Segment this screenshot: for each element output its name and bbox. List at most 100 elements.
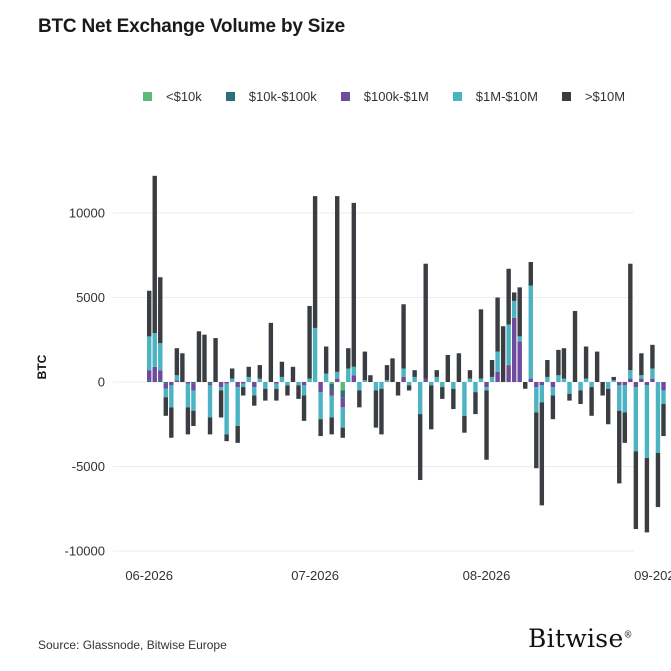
bar-stack: [207, 382, 213, 435]
bar-stack: [346, 348, 351, 382]
bar-segment: [628, 370, 633, 379]
bar-segment: [605, 388, 611, 425]
bar-stack: [605, 382, 611, 425]
bar-segment: [312, 327, 318, 382]
legend-item: $10k-$100k: [225, 89, 317, 104]
bar-segment: [534, 382, 539, 388]
bar-segment: [191, 382, 196, 384]
bar-segment: [147, 380, 152, 382]
bar-segment: [362, 380, 368, 382]
bar-segment: [252, 395, 257, 406]
bar-stack: [257, 365, 262, 382]
bar-segment: [246, 366, 251, 377]
bar-segment: [633, 451, 639, 530]
legend-swatch: [143, 92, 152, 101]
bar-segment: [517, 336, 522, 342]
bar-stack: [340, 382, 345, 438]
bar-segment: [567, 393, 572, 401]
bar-stack: [429, 382, 434, 430]
bar-segment: [401, 304, 406, 369]
bar-segment: [229, 378, 235, 382]
bar-segment: [412, 376, 417, 382]
bar-segment: [252, 387, 257, 396]
bar-stack: [174, 348, 180, 382]
bar-segment: [169, 407, 174, 438]
bar-segment: [207, 417, 213, 435]
bar-segment: [412, 370, 417, 377]
bar-segment: [147, 336, 152, 371]
bar-segment: [351, 375, 357, 382]
bar-segment: [329, 395, 334, 418]
bar-stack: [290, 366, 296, 382]
bar-segment: [169, 382, 174, 386]
bar-segment: [340, 407, 345, 428]
bar-segment: [462, 382, 467, 416]
bar-stack: [362, 351, 368, 382]
legend-label: $10k-$100k: [248, 89, 317, 104]
legend-item: $1M-$10M: [452, 89, 538, 104]
legend-swatch: [452, 92, 462, 101]
bar-stack: [628, 263, 633, 382]
bar-segment: [185, 407, 191, 435]
bar-segment: [191, 410, 196, 426]
bar-segment: [467, 378, 473, 382]
bar-segment: [406, 382, 412, 386]
bar-stack: [241, 382, 246, 396]
bar-segment: [318, 419, 323, 437]
bar-segment: [417, 382, 423, 415]
bar-segment: [174, 375, 180, 381]
bar-segment: [257, 365, 262, 379]
bar-segment: [628, 378, 633, 382]
bitwise-logo: Bitwise®: [528, 624, 633, 653]
bar-segment: [296, 385, 301, 399]
bar-segment: [346, 368, 351, 382]
bar-stack: [274, 382, 279, 401]
bar-segment: [357, 382, 362, 391]
bar-stack: [561, 348, 567, 382]
bar-segment: [622, 412, 627, 443]
bar-segment: [589, 382, 594, 388]
bar-segment: [202, 334, 207, 382]
bar-segment: [495, 351, 500, 372]
bar-segment: [578, 382, 583, 391]
bar-stack: [406, 382, 412, 391]
legend-item: <$10k: [143, 89, 202, 104]
y-tick-label: 10000: [69, 206, 105, 221]
bar-stack: [285, 382, 290, 396]
bar-segment: [506, 365, 511, 382]
bar-segment: [229, 368, 235, 379]
legend-item: $100k-$1M: [340, 89, 429, 104]
bar-segment: [191, 383, 196, 391]
bar-segment: [567, 382, 572, 394]
bar-stack: [556, 349, 561, 382]
bar-segment: [335, 378, 340, 382]
bar-stack: [196, 331, 202, 382]
bar-segment: [539, 382, 545, 386]
bar-stack: [534, 382, 539, 469]
bar-segment: [285, 385, 290, 396]
bar-segment: [478, 378, 484, 382]
bar-segment: [462, 415, 467, 433]
bar-segment: [589, 387, 594, 416]
bar-segment: [583, 378, 589, 382]
bar-stack: [600, 382, 605, 396]
y-axis-label: BTC: [35, 354, 49, 379]
legend-swatch: [561, 92, 571, 101]
legend-swatch: [225, 92, 235, 101]
bar-segment: [329, 382, 334, 384]
bar-stack: [335, 196, 340, 382]
bar-segment: [617, 385, 622, 411]
bar-stack: [611, 376, 616, 382]
bar-stack: [478, 309, 484, 382]
bar-segment: [561, 348, 567, 379]
bar-segment: [351, 202, 357, 367]
bar-segment: [639, 375, 644, 379]
gridlines: [113, 212, 634, 552]
bar-segment: [644, 385, 650, 459]
bar-segment: [340, 427, 345, 438]
bar-stack: [384, 365, 390, 382]
bar-stack: [268, 322, 274, 382]
bar-segment: [639, 353, 644, 376]
bar-stack: [296, 382, 301, 399]
bar-stack: [401, 304, 406, 382]
